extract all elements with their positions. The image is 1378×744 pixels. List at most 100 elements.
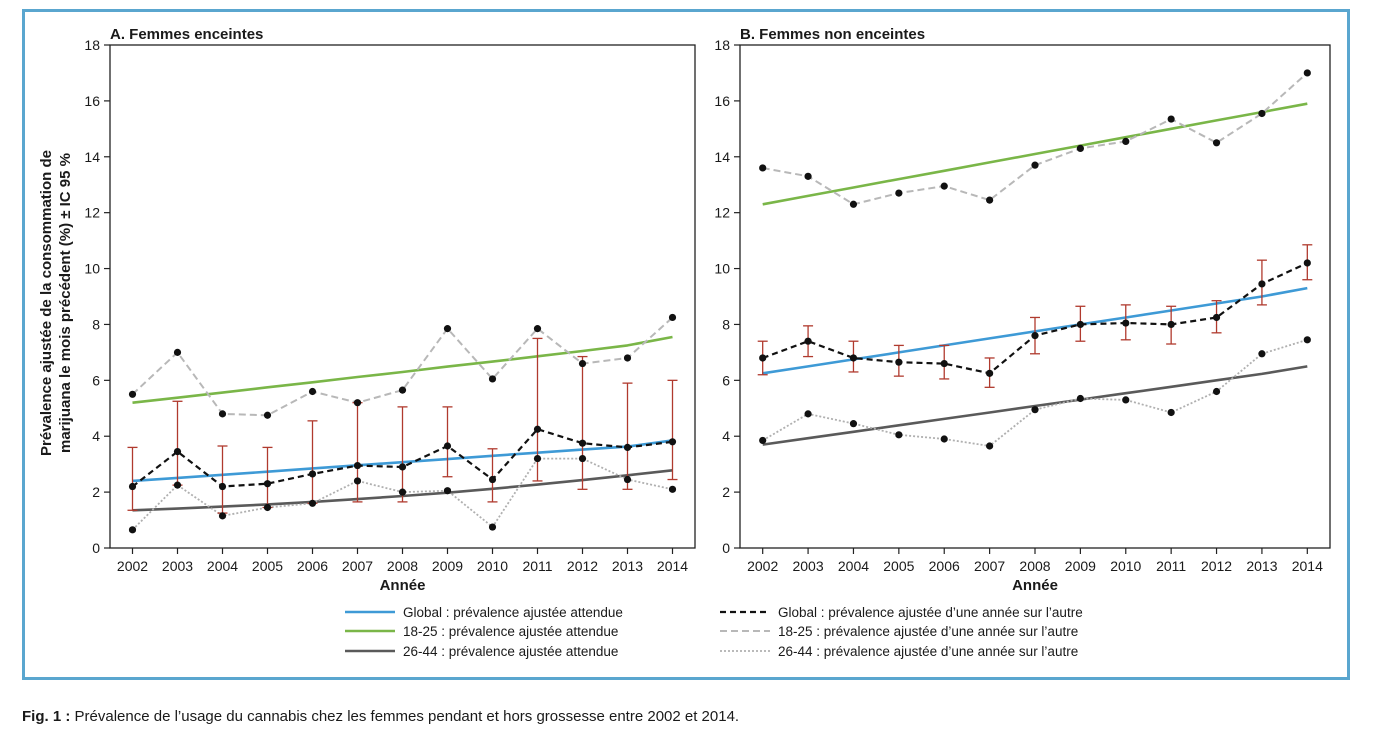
x-tick-label: 2014	[657, 558, 688, 574]
data-point-older-obs	[1303, 336, 1311, 344]
figure-caption: Fig. 1 : Prévalence de l’usage du cannab…	[22, 708, 739, 725]
data-point-older-obs	[623, 475, 632, 484]
y-tick-label: 14	[714, 149, 730, 165]
y-tick-label: 4	[92, 428, 100, 444]
data-point-young-obs	[623, 354, 632, 362]
data-point-young-obs	[353, 399, 362, 407]
data-point-global-obs	[804, 337, 812, 345]
data-point-young-obs	[668, 313, 677, 322]
legend-label-o-fit: 26-44 : prévalence ajustée attendue	[403, 644, 618, 659]
data-point-global-obs	[849, 354, 858, 362]
y-axis-label-group: Prévalence ajustée de la consommation de…	[38, 150, 74, 456]
data-point-young-obs	[173, 348, 182, 356]
data-point-global-obs	[443, 442, 452, 450]
y-axis-label-line-1: Prévalence ajustée de la consommation de	[38, 150, 55, 456]
panel-a: A. Femmes enceintes 0 2 4 6 8 10 12 14 16 18 2002 20…	[84, 26, 696, 594]
y-tick-label: 6	[722, 372, 730, 388]
data-point-global-obs	[1212, 313, 1221, 322]
legend: Global : prévalence ajustée attendue 18-2…	[345, 605, 1083, 659]
data-point-young-obs	[1303, 69, 1311, 77]
x-tick-label: 2005	[252, 558, 283, 574]
data-point-older-obs	[308, 499, 317, 507]
x-tick-label: 2002	[747, 558, 778, 574]
x-tick-label: 2013	[612, 558, 643, 574]
x-tick-label: 2006	[929, 558, 960, 574]
data-point-older-obs	[849, 420, 858, 428]
data-point-global-obs	[940, 359, 948, 368]
data-point-young-obs	[1167, 115, 1175, 123]
data-point-global-obs	[533, 425, 542, 433]
y-tick-label: 4	[722, 428, 730, 444]
x-tick-label: 2011	[522, 558, 552, 574]
data-point-young-obs	[849, 200, 858, 208]
data-point-young-obs	[218, 410, 227, 418]
x-tick-label: 2004	[207, 558, 238, 574]
data-point-older-obs	[1122, 396, 1130, 404]
x-tick-label: 2003	[162, 558, 193, 574]
data-point-young-obs	[940, 182, 948, 190]
data-point-young-obs	[398, 386, 407, 394]
data-point-older-obs	[668, 485, 677, 493]
x-tick-label: 2007	[342, 558, 373, 574]
data-point-young-obs	[895, 189, 903, 197]
data-point-global-obs	[1303, 259, 1311, 267]
series-line-young-obs	[762, 72, 1308, 206]
x-tick-label: 2008	[1019, 558, 1050, 574]
y-axis-label-line-2: marijuana le mois précédent (%) ± IC 95 …	[57, 153, 74, 453]
data-point-young-obs	[308, 387, 317, 396]
x-tick-label: 2005	[883, 558, 914, 574]
x-tick-label: 2007	[974, 558, 1005, 574]
x-tick-label: 2009	[432, 558, 463, 574]
legend-label-y-fit: 18-25 : prévalence ajustée attendue	[403, 624, 618, 639]
x-tick-label: 2011	[1156, 558, 1186, 574]
y-tick-label: 12	[714, 205, 730, 221]
data-point-global-obs	[1167, 320, 1175, 329]
data-point-older-obs	[804, 410, 812, 418]
y-tick-label: 8	[92, 316, 100, 332]
data-point-global-obs	[488, 475, 497, 484]
legend-label-g-obs: Global : prévalence ajustée d’une année …	[778, 605, 1083, 620]
y-tick-label: 0	[722, 540, 730, 556]
data-point-young-obs	[578, 359, 587, 368]
data-point-young-obs	[533, 325, 542, 333]
legend-label-y-obs: 18-25 : prévalence ajustée d’une année s…	[778, 624, 1078, 639]
x-tick-label: 2008	[387, 558, 418, 574]
series-line-young-fit	[132, 335, 673, 404]
data-point-young-obs	[1122, 137, 1130, 146]
panel-title-b: B. Femmes non enceintes	[740, 26, 925, 43]
data-point-young-obs	[759, 164, 767, 172]
data-point-older-obs	[1212, 387, 1221, 396]
data-point-global-obs	[623, 443, 632, 451]
data-point-young-obs	[1076, 144, 1084, 152]
data-point-older-obs	[488, 523, 497, 531]
y-tick-label: 10	[714, 261, 730, 277]
data-point-global-obs	[1258, 280, 1266, 288]
panel-b: B. Femmes non enceintes 0 2 4 6 8 10 12 14 16 18 20…	[714, 26, 1331, 594]
y-tick-label: 10	[84, 261, 100, 277]
caption-text: Prévalence de l’usage du cannabis chez l…	[70, 708, 740, 725]
y-tick-label: 14	[84, 149, 100, 165]
data-point-young-obs	[443, 325, 452, 333]
data-point-young-obs	[1212, 139, 1221, 147]
data-point-older-obs	[173, 481, 182, 489]
y-tick-label: 18	[84, 37, 100, 53]
y-tick-label: 16	[84, 93, 100, 109]
x-tick-label: 2003	[792, 558, 823, 574]
legend-label-g-fit: Global : prévalence ajustée attendue	[403, 605, 623, 620]
y-tick-label: 8	[722, 316, 730, 332]
data-point-global-obs	[895, 358, 903, 366]
data-point-older-obs	[218, 512, 227, 520]
y-tick-label: 6	[92, 372, 100, 388]
data-point-global-obs	[308, 470, 317, 478]
x-tick-label: 2010	[1110, 558, 1141, 574]
y-tick-label: 18	[714, 37, 730, 53]
x-axis-label-a: Année	[380, 577, 426, 594]
data-point-global-obs	[263, 480, 272, 488]
data-point-global-obs	[173, 447, 182, 456]
data-point-young-obs	[1031, 161, 1039, 169]
legend-label-o-obs: 26-44 : prévalence ajustée d’une année s…	[778, 644, 1078, 659]
y-tick-label: 2	[722, 484, 730, 500]
data-point-older-obs	[1258, 350, 1266, 358]
data-point-global-obs	[759, 354, 767, 362]
